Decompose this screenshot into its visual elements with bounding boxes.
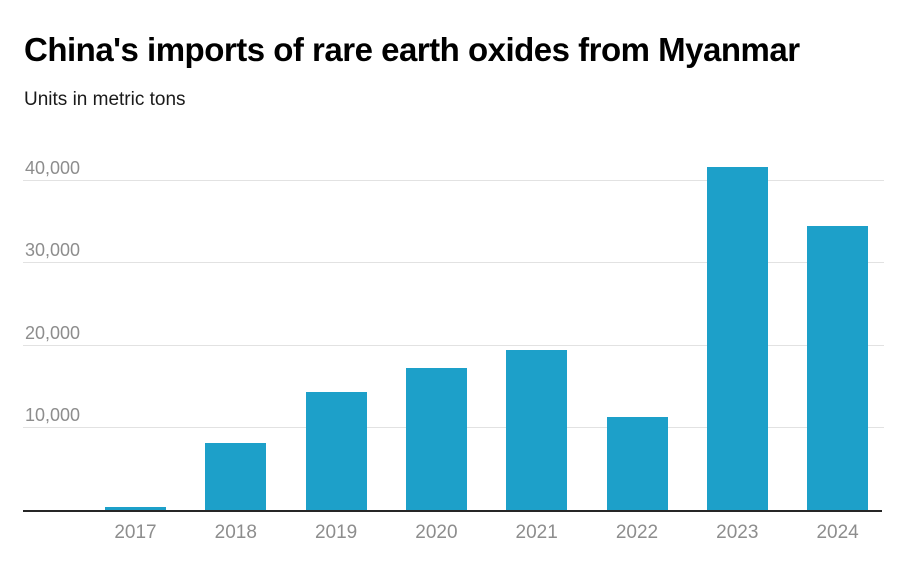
bar-2019: [305, 392, 367, 510]
y-axis-tick-label: 10,000: [25, 404, 81, 425]
bar-2018: [205, 443, 267, 510]
y-axis-tick-label: 30,000: [25, 240, 81, 261]
bar-2022: [606, 417, 668, 510]
x-axis-line: [23, 510, 882, 512]
bar-2017: [105, 507, 166, 510]
y-gridline-40000: [23, 180, 884, 181]
bar-2021: [506, 350, 568, 510]
chart-subtitle: Units in metric tons: [24, 89, 186, 110]
x-axis-tick-label: 2021: [515, 522, 558, 543]
bar-2024: [807, 226, 869, 510]
y-axis-tick-label: 40,000: [25, 158, 81, 178]
x-axis-tick-label: 2022: [615, 522, 659, 543]
x-axis-tick-label: 2024: [816, 522, 859, 543]
y-axis-tick-label: 20,000: [25, 322, 81, 343]
bar-2020: [405, 368, 467, 510]
bar-2023: [706, 167, 768, 510]
x-axis-tick-label: 2023: [716, 522, 759, 543]
y-gridline-20000: [23, 344, 884, 346]
y-gridline-30000: [23, 262, 884, 264]
x-axis-tick-label: 2020: [415, 522, 458, 543]
chart-title: China's imports of rare earth oxides fro…: [24, 31, 800, 68]
x-axis-tick-label: 2018: [214, 522, 257, 543]
plot-area: 10,000 20,000 30,000 40,000 2017 2018 2019 2020…: [23, 159, 884, 542]
x-axis-tick-label: 2017: [114, 522, 157, 543]
x-axis-tick-label: 2019: [314, 522, 358, 543]
